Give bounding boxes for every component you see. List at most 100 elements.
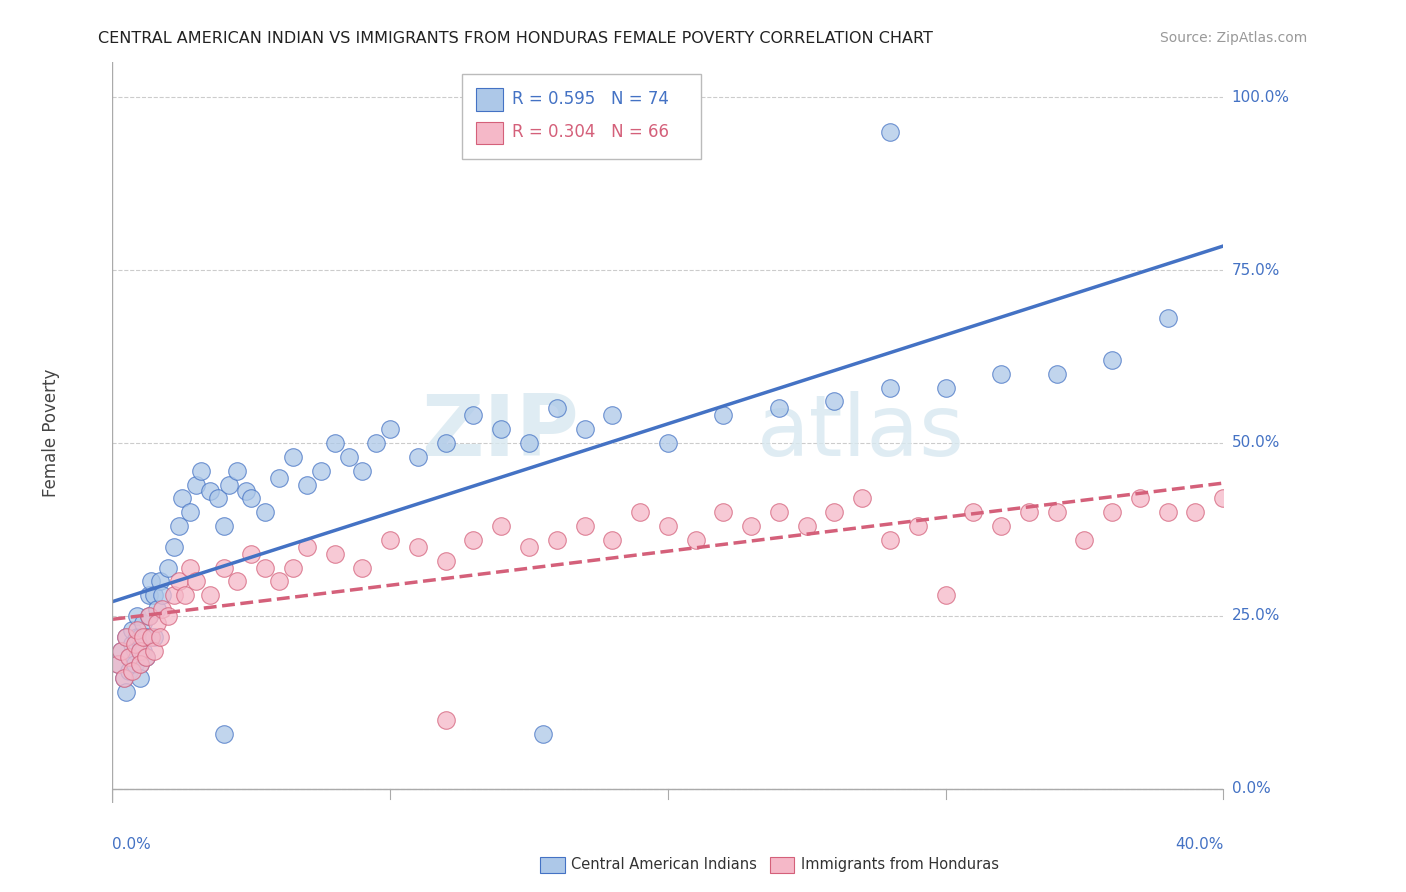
Point xyxy=(162,540,184,554)
Text: 50.0%: 50.0% xyxy=(1232,435,1279,450)
Text: atlas: atlas xyxy=(756,391,965,475)
Point xyxy=(152,602,174,616)
Point xyxy=(713,505,735,519)
Point xyxy=(240,547,263,561)
Point xyxy=(167,574,190,589)
Point xyxy=(740,519,762,533)
Point xyxy=(157,560,180,574)
Point xyxy=(990,519,1012,533)
Point xyxy=(824,505,846,519)
Point xyxy=(1129,491,1152,506)
Point xyxy=(143,630,166,644)
Point xyxy=(531,726,554,740)
Point xyxy=(824,394,846,409)
Text: Female Poverty: Female Poverty xyxy=(42,368,60,497)
Text: R = 0.304   N = 66: R = 0.304 N = 66 xyxy=(512,123,669,141)
Text: 0.0%: 0.0% xyxy=(1232,781,1270,797)
Point xyxy=(170,491,193,506)
Point xyxy=(162,588,184,602)
Point xyxy=(628,505,651,519)
Point xyxy=(218,477,240,491)
Point xyxy=(768,401,790,416)
Point xyxy=(657,436,679,450)
Point xyxy=(212,560,235,574)
Text: 75.0%: 75.0% xyxy=(1232,262,1279,277)
Point xyxy=(146,615,169,630)
Point xyxy=(110,643,132,657)
Point xyxy=(1045,505,1069,519)
Point xyxy=(281,560,304,574)
Point xyxy=(143,588,166,602)
Point xyxy=(124,643,146,657)
Point xyxy=(207,491,229,506)
Point xyxy=(323,436,346,450)
Point xyxy=(141,574,163,589)
Point xyxy=(434,436,457,450)
FancyBboxPatch shape xyxy=(475,88,503,111)
Point xyxy=(1073,533,1095,547)
Point xyxy=(118,650,141,665)
Point xyxy=(295,477,318,491)
Point xyxy=(907,519,929,533)
Point xyxy=(149,574,172,589)
Point xyxy=(602,409,624,423)
Point xyxy=(768,505,790,519)
Point xyxy=(235,484,257,499)
Point xyxy=(406,450,429,464)
Text: CENTRAL AMERICAN INDIAN VS IMMIGRANTS FROM HONDURAS FEMALE POVERTY CORRELATION C: CENTRAL AMERICAN INDIAN VS IMMIGRANTS FR… xyxy=(98,31,934,46)
Point xyxy=(546,533,568,547)
Point xyxy=(517,436,540,450)
Text: Source: ZipAtlas.com: Source: ZipAtlas.com xyxy=(1160,31,1308,45)
Point xyxy=(107,657,129,672)
Point xyxy=(132,643,155,657)
Point xyxy=(132,630,155,644)
Point xyxy=(323,547,346,561)
Point xyxy=(1156,311,1178,326)
FancyBboxPatch shape xyxy=(475,121,503,144)
Point xyxy=(107,657,129,672)
Point xyxy=(990,367,1012,381)
Point xyxy=(135,650,157,665)
Point xyxy=(1156,505,1178,519)
Text: 25.0%: 25.0% xyxy=(1232,608,1279,624)
Point xyxy=(179,505,201,519)
Point xyxy=(121,637,143,651)
Point xyxy=(267,470,291,484)
Point xyxy=(110,643,132,657)
Point xyxy=(190,464,212,478)
Point xyxy=(352,560,374,574)
Point xyxy=(212,726,235,740)
Point xyxy=(796,519,818,533)
Point xyxy=(434,554,457,568)
Point xyxy=(212,519,235,533)
Point xyxy=(115,630,138,644)
Point xyxy=(152,588,174,602)
Point xyxy=(129,643,152,657)
Point xyxy=(198,484,221,499)
Text: R = 0.595   N = 74: R = 0.595 N = 74 xyxy=(512,90,669,108)
Text: 100.0%: 100.0% xyxy=(1232,89,1289,104)
Point xyxy=(1101,505,1123,519)
FancyBboxPatch shape xyxy=(540,857,565,873)
Point xyxy=(879,533,901,547)
Point xyxy=(124,637,146,651)
Point xyxy=(240,491,263,506)
Point xyxy=(157,609,180,624)
Point xyxy=(434,713,457,727)
Point xyxy=(657,519,679,533)
Point xyxy=(173,588,195,602)
Point xyxy=(115,630,138,644)
Point xyxy=(380,422,402,436)
Point xyxy=(1018,505,1040,519)
Point xyxy=(406,540,429,554)
Point xyxy=(1101,353,1123,368)
Point xyxy=(115,685,138,699)
Point xyxy=(184,574,207,589)
Point xyxy=(309,464,332,478)
Point xyxy=(1212,491,1234,506)
Point xyxy=(129,657,152,672)
Point xyxy=(1045,367,1069,381)
Point xyxy=(934,588,956,602)
Point xyxy=(463,533,485,547)
Point xyxy=(129,657,152,672)
